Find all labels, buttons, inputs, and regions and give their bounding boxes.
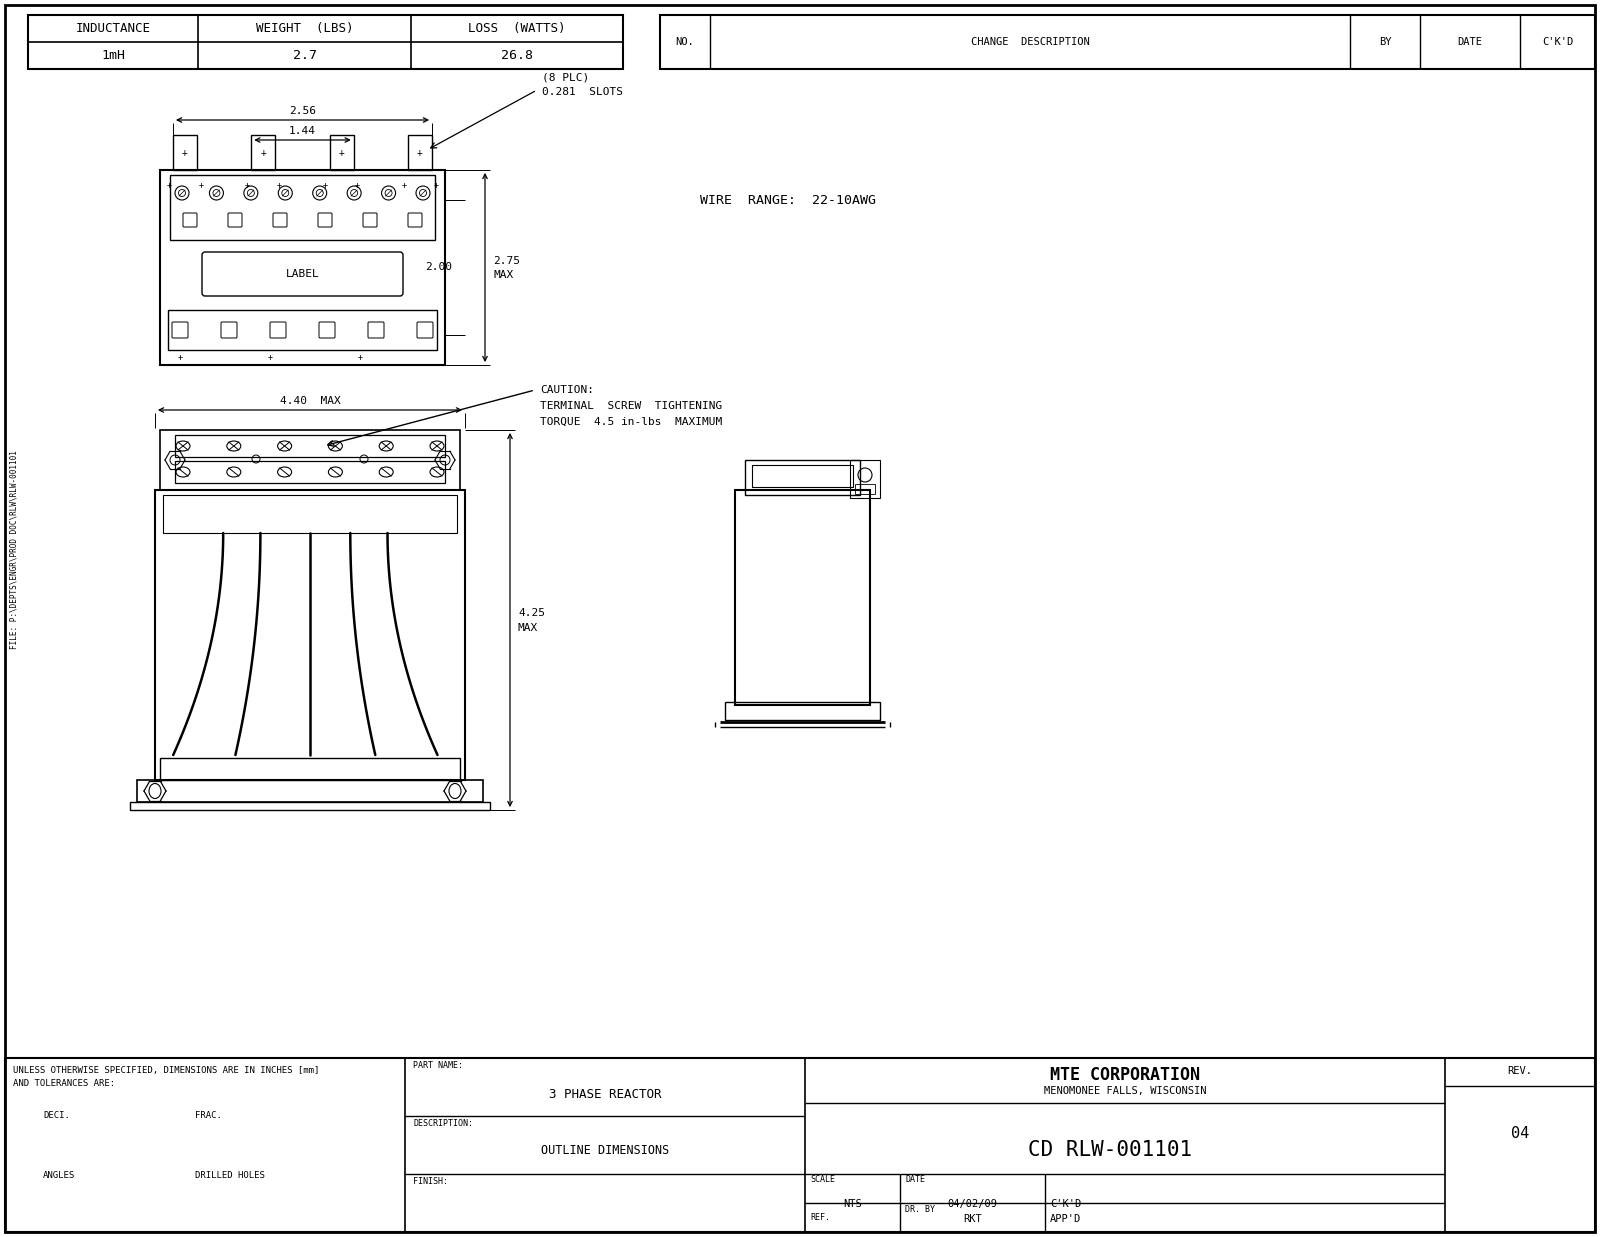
Text: DATE: DATE (906, 1175, 925, 1185)
Text: DATE: DATE (1458, 37, 1483, 47)
Text: PART NAME:: PART NAME: (413, 1061, 462, 1070)
Text: +: + (323, 181, 328, 189)
Bar (725, 703, 880, 720)
Text: C'K'D: C'K'D (1542, 37, 1573, 47)
Text: DR. BY: DR. BY (906, 1206, 934, 1215)
Text: +: + (178, 353, 182, 361)
Text: +: + (339, 148, 344, 158)
Text: +: + (355, 181, 360, 189)
Text: +: + (402, 181, 406, 189)
Bar (752, 465, 853, 487)
Bar (130, 802, 490, 810)
Text: MENOMONEE FALLS, WISCONSIN: MENOMONEE FALLS, WISCONSIN (1043, 1086, 1206, 1096)
Text: +: + (166, 181, 171, 189)
Text: DESCRIPTION:: DESCRIPTION: (413, 1119, 474, 1128)
Text: 2.00: 2.00 (426, 262, 453, 272)
Text: +: + (245, 181, 250, 189)
Text: MAX: MAX (518, 623, 538, 633)
Text: 2.56: 2.56 (290, 106, 317, 116)
Text: NTS: NTS (843, 1199, 862, 1209)
Text: 2.75: 2.75 (493, 256, 520, 266)
Text: 4.40  MAX: 4.40 MAX (280, 396, 341, 406)
Text: INDUCTANCE: INDUCTANCE (75, 22, 150, 35)
Bar (155, 490, 466, 781)
Bar (29, 15, 622, 69)
Text: NO.: NO. (675, 37, 694, 47)
Text: MTE CORPORATION: MTE CORPORATION (1050, 1066, 1200, 1084)
Bar (408, 135, 432, 169)
Text: ANGLES: ANGLES (43, 1171, 75, 1180)
Text: 3 PHASE REACTOR: 3 PHASE REACTOR (549, 1089, 661, 1101)
Bar (163, 495, 458, 533)
Text: RKT: RKT (963, 1213, 982, 1223)
Text: TERMINAL  SCREW  TIGHTENING: TERMINAL SCREW TIGHTENING (541, 401, 722, 411)
Text: BY: BY (1379, 37, 1392, 47)
Text: WIRE  RANGE:  22-10AWG: WIRE RANGE: 22-10AWG (701, 193, 877, 207)
Bar (160, 758, 461, 781)
Text: +: + (182, 148, 187, 158)
Text: 04/02/09: 04/02/09 (947, 1199, 997, 1209)
Text: 1mH: 1mH (101, 49, 125, 62)
Text: AND TOLERANCES ARE:: AND TOLERANCES ARE: (13, 1079, 115, 1087)
Text: +: + (198, 181, 203, 189)
Text: FILE: P:\DEPTS\ENGR\PROD DOC\RLW\RLW-001101: FILE: P:\DEPTS\ENGR\PROD DOC\RLW\RLW-001… (10, 450, 19, 649)
Bar (850, 460, 880, 499)
Bar (5, 1058, 1595, 1232)
Text: MAX: MAX (493, 271, 514, 281)
Text: CAUTION:: CAUTION: (541, 385, 594, 395)
Bar (734, 490, 870, 705)
Text: REV.: REV. (1507, 1066, 1533, 1076)
Text: 1.44: 1.44 (290, 126, 317, 136)
Text: REF.: REF. (810, 1213, 830, 1222)
Text: +: + (418, 148, 422, 158)
Text: 04: 04 (1510, 1126, 1530, 1141)
Bar (746, 460, 861, 495)
Bar (854, 484, 875, 494)
Text: 4.25: 4.25 (518, 609, 546, 618)
Text: +: + (267, 353, 272, 361)
Text: CD RLW-001101: CD RLW-001101 (1027, 1141, 1192, 1160)
Text: +: + (277, 181, 282, 189)
Text: 2.7: 2.7 (293, 49, 317, 62)
Bar (174, 461, 445, 482)
Text: SCALE: SCALE (810, 1175, 835, 1185)
Bar (160, 169, 445, 365)
Text: WEIGHT  (LBS): WEIGHT (LBS) (256, 22, 354, 35)
Text: LABEL: LABEL (286, 268, 320, 280)
Text: APP'D: APP'D (1050, 1213, 1082, 1223)
Text: 26.8: 26.8 (501, 49, 533, 62)
Bar (168, 310, 437, 350)
Bar (173, 135, 197, 169)
Text: (8 PLC): (8 PLC) (542, 73, 589, 83)
Text: +: + (261, 148, 266, 158)
Bar (661, 15, 1595, 69)
Bar (138, 781, 483, 802)
Bar (251, 135, 275, 169)
Text: UNLESS OTHERWISE SPECIFIED, DIMENSIONS ARE IN INCHES [mm]: UNLESS OTHERWISE SPECIFIED, DIMENSIONS A… (13, 1066, 320, 1075)
Text: OUTLINE DIMENSIONS: OUTLINE DIMENSIONS (541, 1143, 669, 1157)
Text: DECI.: DECI. (43, 1112, 70, 1121)
Bar (170, 174, 435, 240)
Text: TORQUE  4.5 in-lbs  MAXIMUM: TORQUE 4.5 in-lbs MAXIMUM (541, 417, 722, 427)
Text: +: + (357, 353, 363, 361)
Bar (330, 135, 354, 169)
Text: CHANGE  DESCRIPTION: CHANGE DESCRIPTION (971, 37, 1090, 47)
Text: FINISH:: FINISH: (413, 1178, 448, 1186)
Bar (160, 430, 461, 490)
Text: C'K'D: C'K'D (1050, 1199, 1082, 1209)
Text: 0.281  SLOTS: 0.281 SLOTS (542, 87, 622, 96)
Bar (174, 435, 445, 456)
Text: LOSS  (WATTS): LOSS (WATTS) (469, 22, 566, 35)
Text: FRAC.: FRAC. (195, 1112, 222, 1121)
Text: DRILLED HOLES: DRILLED HOLES (195, 1171, 266, 1180)
Text: +: + (434, 181, 438, 189)
